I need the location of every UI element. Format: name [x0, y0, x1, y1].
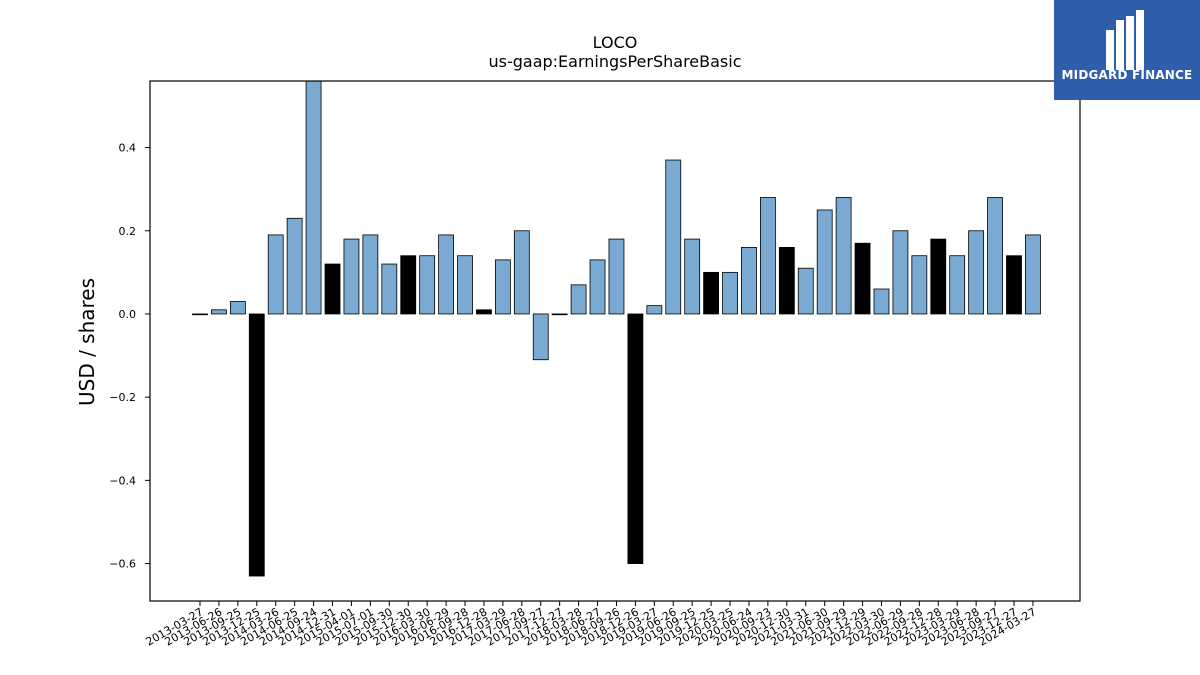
- bar: [646, 305, 663, 315]
- bar: [400, 255, 417, 315]
- y-tick-label: −0.4: [109, 474, 136, 487]
- y-tick-label: 0.4: [119, 142, 137, 155]
- bar: [494, 259, 511, 315]
- bar: [911, 255, 928, 315]
- bar: [1025, 234, 1041, 315]
- bar: [816, 209, 833, 315]
- bar: [438, 234, 454, 315]
- y-tick-label: 0.2: [119, 225, 137, 238]
- bar: [608, 238, 625, 315]
- bar: [873, 288, 890, 315]
- bar: [570, 284, 587, 315]
- midgard-finance-logo: MIDGARD FINANCE: [1054, 0, 1200, 100]
- bar: [211, 309, 227, 315]
- bar: [665, 159, 682, 315]
- axes-frame: [149, 80, 1081, 602]
- bar: [324, 263, 341, 315]
- bar: [419, 255, 436, 315]
- bar: [835, 197, 852, 315]
- bar: [229, 301, 246, 315]
- bar: [949, 255, 966, 315]
- bar: [760, 197, 776, 315]
- bar: [476, 309, 492, 315]
- bar: [987, 197, 1003, 315]
- bar: [362, 234, 379, 315]
- bar: [457, 255, 473, 315]
- bar: [722, 271, 738, 315]
- plot-area: −0.6−0.4−0.20.00.20.42013-03-272013-06-2…: [109, 80, 1081, 649]
- y-tick-label: −0.2: [109, 391, 136, 404]
- bar: [267, 234, 284, 315]
- bar: [532, 313, 549, 361]
- bar: [305, 81, 322, 315]
- bar: [684, 238, 701, 315]
- bar: [1006, 255, 1022, 315]
- bar: [589, 259, 606, 315]
- chart-subtitle: us-gaap:EarningsPerShareBasic: [488, 52, 741, 71]
- bar: [778, 246, 795, 315]
- bar: [703, 271, 720, 315]
- bar: [286, 217, 303, 315]
- bar: [968, 230, 985, 315]
- y-axis-label: USD / shares: [75, 278, 99, 406]
- bar: [381, 263, 398, 315]
- bars-group: [192, 81, 1041, 577]
- midgard-logo-mark-icon: [1106, 10, 1144, 70]
- bar: [513, 230, 530, 315]
- chart-title: LOCO: [593, 33, 638, 52]
- bar: [892, 230, 909, 315]
- bar: [854, 242, 871, 315]
- bar: [343, 238, 360, 315]
- bar: [930, 238, 947, 315]
- logo-text: MIDGARD FINANCE: [1061, 68, 1193, 82]
- bar: [741, 246, 757, 315]
- bar: [192, 313, 208, 316]
- y-tick-label: −0.6: [109, 558, 136, 571]
- bar: [248, 313, 265, 577]
- bar: [551, 313, 568, 316]
- bar: [627, 313, 644, 564]
- y-tick-label: 0.0: [119, 308, 137, 321]
- bar: [797, 267, 814, 315]
